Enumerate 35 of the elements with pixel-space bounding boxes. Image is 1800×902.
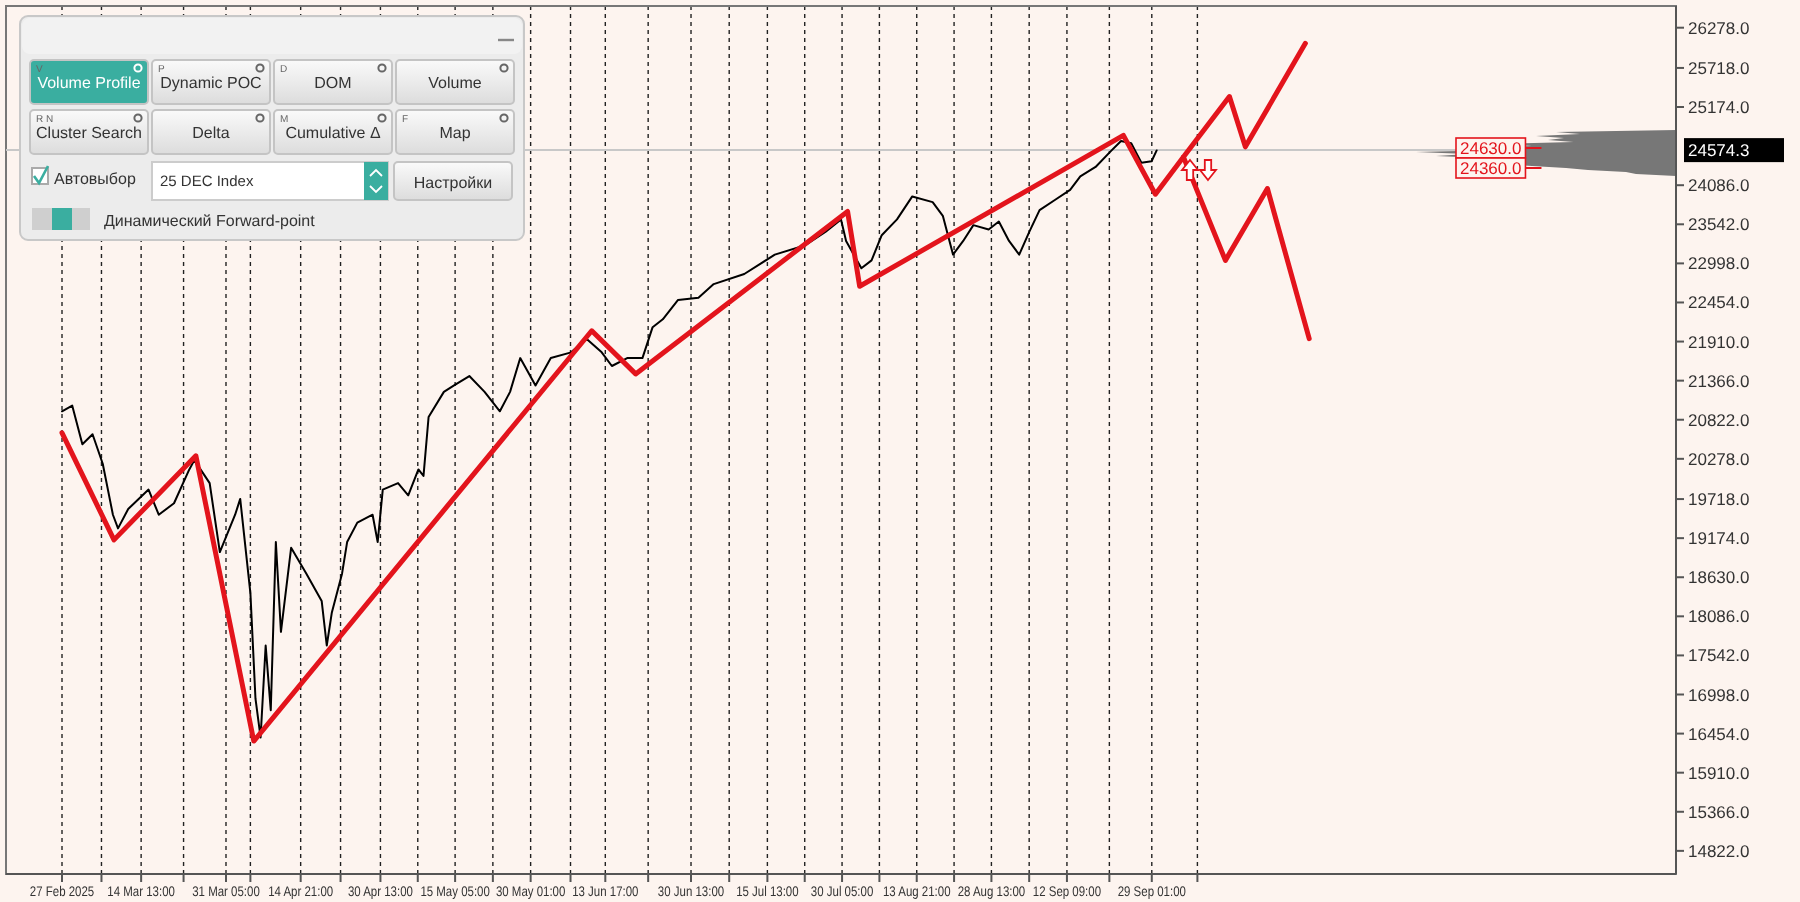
annotation: 24360.0 — [1460, 158, 1522, 178]
y-tick-label: 20822.0 — [1688, 409, 1750, 430]
annotation: Автовыбор — [54, 170, 137, 188]
y-tick-label: 18086.0 — [1688, 606, 1750, 627]
annotation: Настройки — [413, 174, 493, 192]
y-tick-label: 17542.0 — [1688, 645, 1750, 666]
y-tick-label: 21910.0 — [1688, 331, 1750, 352]
annotation: Динамический Forward-point — [104, 212, 317, 230]
annotation: Cumulative Δ — [285, 124, 382, 142]
y-tick-label: 24086.0 — [1688, 175, 1750, 196]
y-tick-label: 15910.0 — [1688, 762, 1750, 783]
y-tick-label: 15366.0 — [1688, 801, 1750, 822]
y-tick-label: 16998.0 — [1688, 684, 1750, 705]
y-tick-label: 26278.0 — [1688, 17, 1750, 38]
annotation: 24630.0 — [1460, 138, 1522, 158]
y-tick-label: 22998.0 — [1688, 253, 1750, 274]
y-tick-label: 19718.0 — [1688, 489, 1750, 510]
y-tick-label: 20278.0 — [1688, 448, 1750, 469]
y-tick-label: 22454.0 — [1688, 292, 1750, 313]
ref-line-label: 24574.3 — [1688, 140, 1750, 161]
annotation: Cluster Search — [36, 124, 142, 142]
annotation: Delta — [192, 124, 231, 142]
annotation: Volume Profile — [37, 74, 142, 92]
y-tick-label: 23542.0 — [1688, 214, 1750, 235]
y-tick-label: 21366.0 — [1688, 370, 1750, 391]
y-tick-label: 18630.0 — [1688, 567, 1750, 588]
y-tick-label: 25718.0 — [1688, 57, 1750, 78]
annotation: DOM — [314, 74, 353, 92]
annotation: Volume — [428, 74, 483, 92]
annotation: Map — [439, 124, 472, 142]
y-tick-label: 25174.0 — [1688, 97, 1750, 118]
y-tick-label: 19174.0 — [1688, 528, 1750, 549]
y-tick-label: 14822.0 — [1688, 840, 1750, 861]
y-tick-label: 16454.0 — [1688, 723, 1750, 744]
annotation: Dynamic POC — [160, 74, 263, 92]
